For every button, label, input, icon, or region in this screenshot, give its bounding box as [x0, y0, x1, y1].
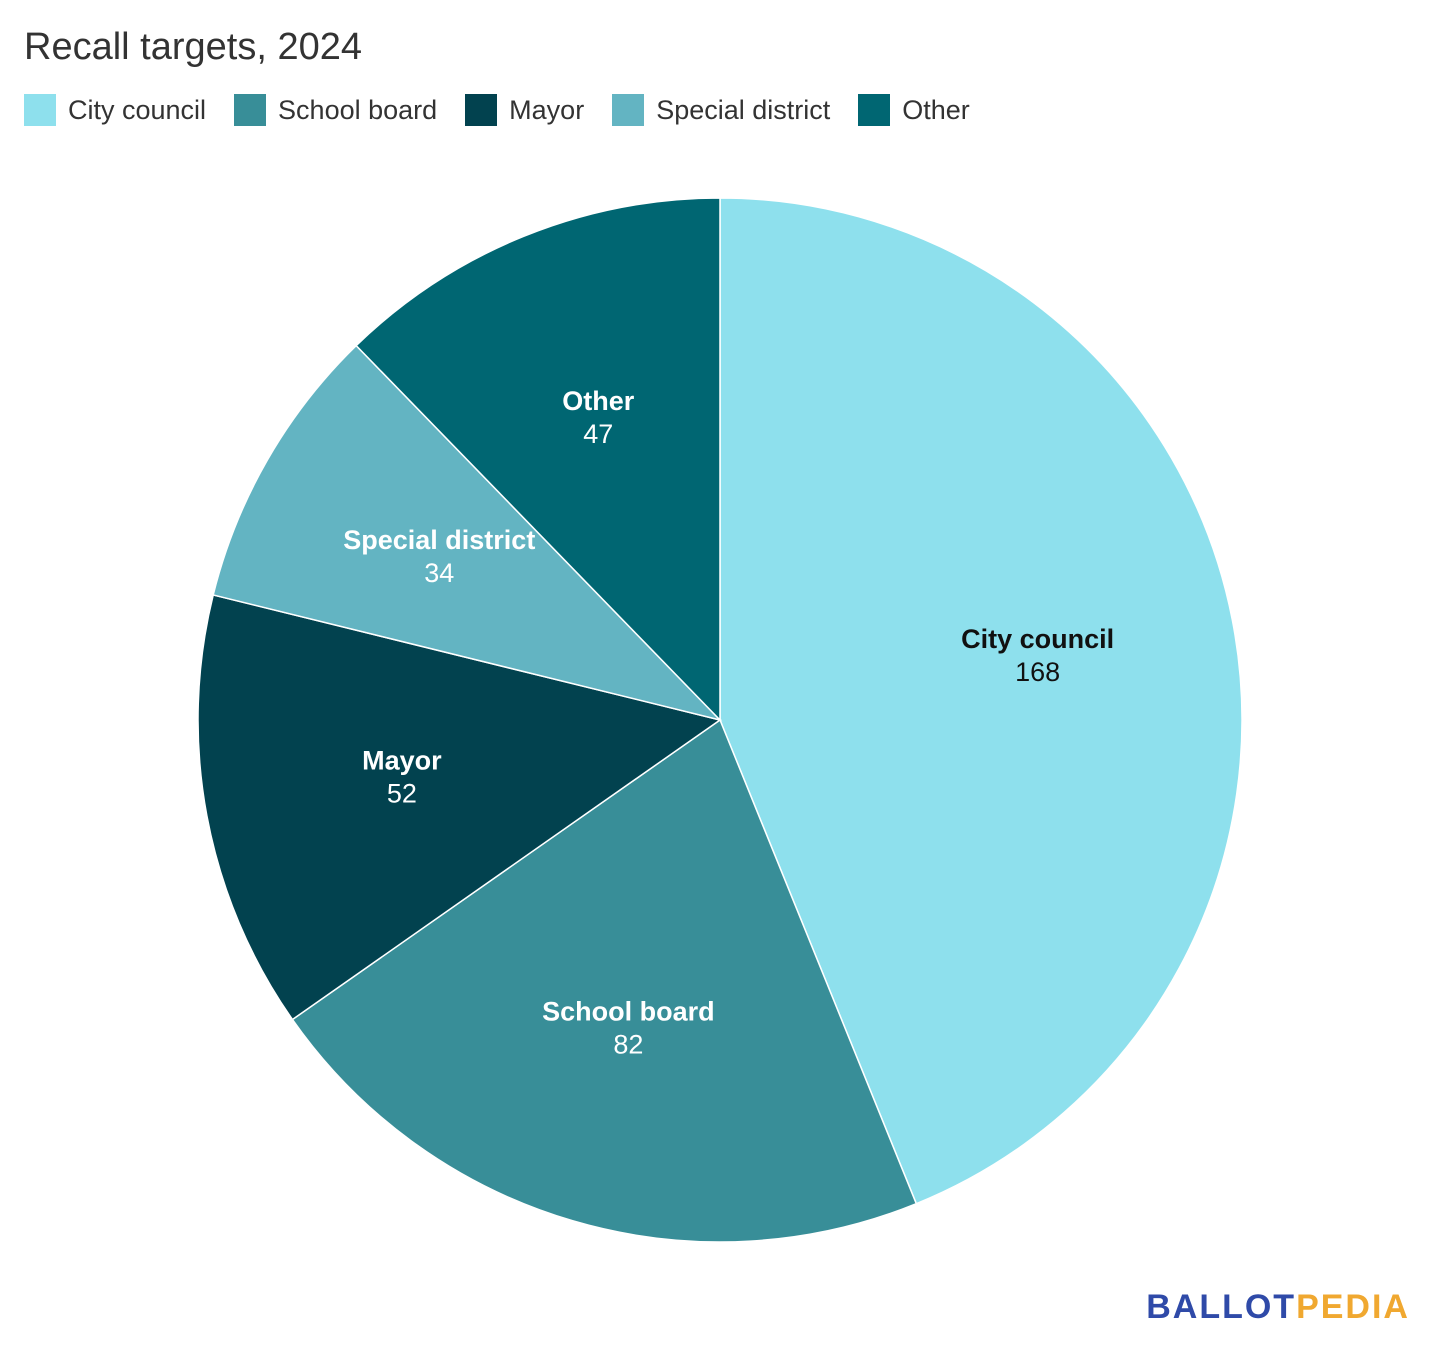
legend-swatch — [24, 94, 56, 126]
slice-value-label: 82 — [613, 1029, 643, 1059]
legend-label: Other — [902, 94, 970, 125]
legend-swatch — [465, 94, 498, 126]
legend-item[interactable]: School board — [234, 94, 437, 126]
ballotpedia-logo: BALLOTPEDIA — [1146, 1288, 1410, 1326]
chart-title: Recall targets, 2024 — [24, 26, 362, 68]
slice-name-label: City council — [961, 624, 1114, 654]
slice-name-label: Mayor — [362, 745, 442, 775]
legend-item[interactable]: City council — [24, 94, 206, 126]
legend-label: Mayor — [509, 94, 585, 125]
legend-item[interactable]: Mayor — [465, 94, 584, 126]
legend-swatch — [858, 94, 891, 126]
slice-value-label: 52 — [387, 778, 417, 808]
legend-item[interactable]: Other — [858, 94, 970, 126]
pie-slice[interactable] — [212, 344, 723, 722]
pie-slice[interactable] — [197, 594, 722, 1021]
pie-slice[interactable] — [355, 197, 721, 722]
legend-label: City council — [68, 94, 207, 125]
legend-swatch — [234, 94, 267, 126]
pie-slice[interactable] — [291, 718, 918, 1243]
legend: City council School board Mayor Special dis… — [24, 94, 970, 126]
slice-value-label: 47 — [583, 419, 613, 449]
slice-value-label: 34 — [424, 558, 454, 588]
legend-item[interactable]: Special district — [612, 94, 830, 126]
slice-name-label: School board — [542, 996, 715, 1026]
slice-name-label: Other — [562, 386, 635, 416]
legend-label: School board — [278, 94, 438, 125]
pie-slice[interactable] — [719, 197, 1243, 1205]
legend-label: Special district — [656, 94, 831, 125]
legend-swatch — [612, 94, 645, 126]
slice-value-label: 168 — [1015, 657, 1060, 687]
slice-name-label: Special district — [343, 525, 535, 555]
